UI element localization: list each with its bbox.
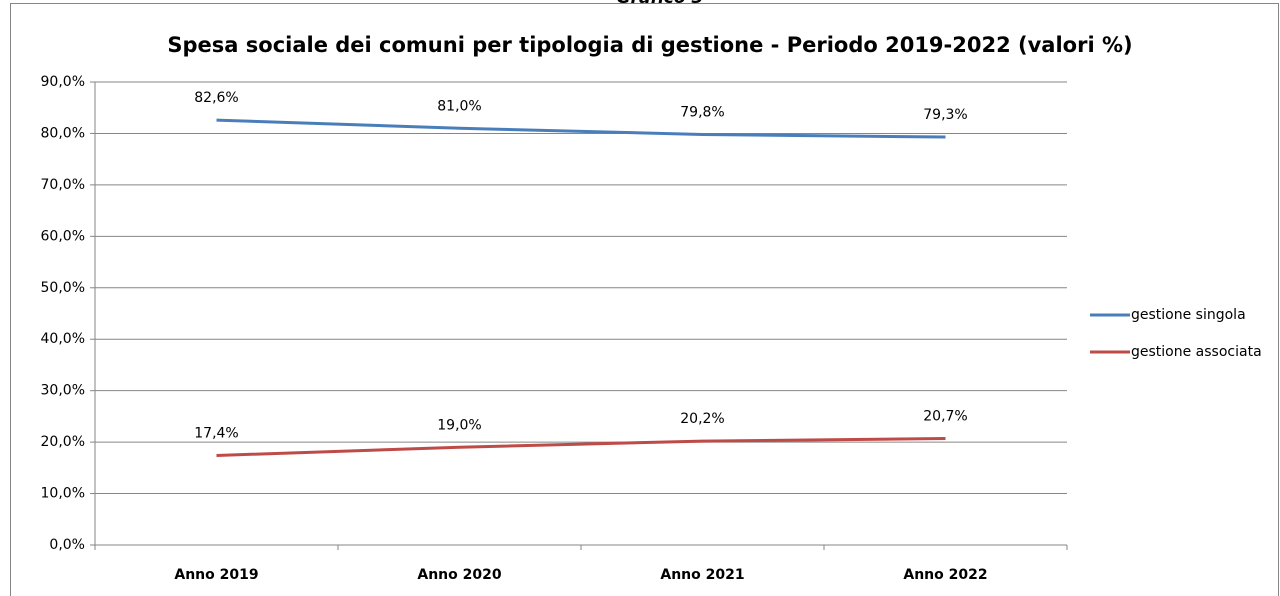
- y-tick-label: 40,0%: [41, 331, 85, 347]
- chart-title: Spesa sociale dei comuni per tipologia d…: [167, 33, 1132, 57]
- x-tick-label: Anno 2021: [660, 567, 744, 583]
- y-tick-label: 90,0%: [41, 74, 85, 90]
- y-tick-label: 50,0%: [41, 280, 85, 296]
- chart-frame: [10, 3, 1279, 596]
- data-label: 82,6%: [194, 90, 238, 106]
- series-line: [216, 118, 946, 139]
- y-tick-label: 20,0%: [41, 434, 85, 450]
- x-tick-label: Anno 2020: [417, 567, 501, 583]
- y-tick-label: 80,0%: [41, 125, 85, 141]
- data-label: 17,4%: [194, 425, 238, 441]
- y-tick-label: 60,0%: [41, 228, 85, 244]
- x-tick-label: Anno 2019: [174, 567, 258, 583]
- x-tick-label: Anno 2022: [903, 567, 987, 583]
- y-tick-label: 0,0%: [49, 537, 85, 553]
- data-label: 79,3%: [923, 107, 967, 123]
- data-label: 79,8%: [680, 104, 724, 120]
- series-line: [216, 437, 946, 457]
- legend-label: gestione associata: [1131, 344, 1262, 360]
- legend-label: gestione singola: [1131, 307, 1246, 323]
- data-label: 20,7%: [923, 409, 967, 425]
- y-tick-label: 10,0%: [41, 486, 85, 502]
- data-label: 81,0%: [437, 98, 481, 114]
- y-tick-label: 70,0%: [41, 177, 85, 193]
- chart-caption: Grafico 3: [617, 0, 704, 8]
- y-tick-label: 30,0%: [41, 383, 85, 399]
- data-label: 19,0%: [437, 417, 481, 433]
- data-label: 20,2%: [680, 411, 724, 427]
